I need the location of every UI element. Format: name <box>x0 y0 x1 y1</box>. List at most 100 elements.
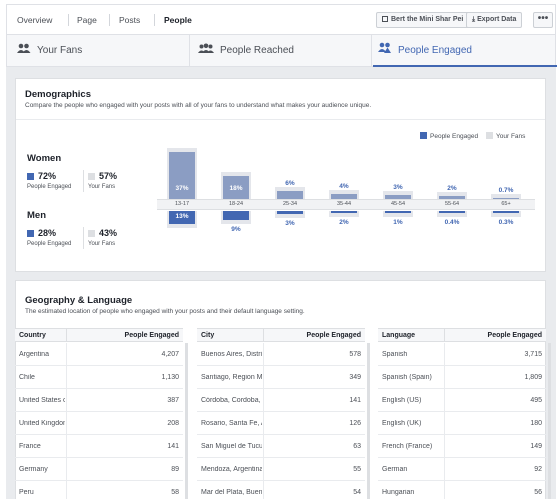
subtab-label: Your Fans <box>37 45 83 57</box>
column-header[interactable]: City <box>201 332 215 339</box>
women-engaged-value: 37% <box>175 185 189 192</box>
row-value: 349 <box>349 374 361 381</box>
row-label: Hungarian <box>382 489 415 496</box>
geo-table-city: City People Engaged Buenos Aires, Distrito… <box>197 328 370 499</box>
page-icon <box>382 16 388 22</box>
legend-label: Your Fans <box>496 133 526 140</box>
age-axis-band <box>157 199 535 210</box>
women-engaged-value: 2% <box>447 185 457 193</box>
tab-divider <box>154 14 155 26</box>
women-engaged-bar <box>169 152 195 199</box>
table-row: Germany 89 <box>15 458 183 481</box>
women-title: Women <box>27 153 62 164</box>
column-divider <box>444 481 445 499</box>
age-category-label: 18-24 <box>228 201 244 207</box>
tab-posts[interactable]: Posts <box>119 15 141 25</box>
women-engaged-value: 4% <box>339 182 349 190</box>
table-scrollbar[interactable] <box>185 343 188 499</box>
divider <box>16 119 545 120</box>
people-icon <box>17 35 31 66</box>
men-engaged-bar <box>385 211 411 213</box>
row-label: German <box>382 466 408 473</box>
table-row: Spanish (Spain) 1,809 <box>378 366 546 389</box>
women-engaged-bar <box>331 193 357 199</box>
women-fans-pct: 57% <box>88 171 117 181</box>
swatch <box>27 173 34 180</box>
column-divider <box>66 366 67 388</box>
column-divider <box>263 435 264 457</box>
subtab-people-reached[interactable]: People Reached <box>198 35 294 66</box>
table-scrollbar[interactable] <box>367 343 370 499</box>
page-selector-label: Bert the Mini Shar Pei <box>391 16 464 23</box>
tab-page[interactable]: Page <box>77 15 97 25</box>
table-row: San Miguel de Tucumán, ... 63 <box>197 435 365 458</box>
men-engaged-value: 1% <box>393 218 403 226</box>
demographics-subtitle: Compare the people who engaged with your… <box>25 102 372 109</box>
column-header[interactable]: People Engaged <box>306 332 361 339</box>
column-divider <box>444 389 445 411</box>
subtab-people-engaged[interactable]: People Engaged <box>378 35 472 66</box>
women-engaged-bar <box>385 195 411 199</box>
column-divider <box>66 481 67 499</box>
row-value: 578 <box>349 351 361 358</box>
table-row: Chile 1,130 <box>15 366 183 389</box>
people-group-icon <box>198 35 214 66</box>
column-header[interactable]: People Engaged <box>487 332 542 339</box>
table-row: English (US) 495 <box>378 389 546 412</box>
table-row: United Kingdom 208 <box>15 412 183 435</box>
column-header[interactable]: Language <box>382 332 416 339</box>
women-engaged-label: People Engaged <box>27 184 72 190</box>
tab-people[interactable]: People <box>164 15 192 25</box>
men-engaged-value: 0.4% <box>444 218 460 226</box>
value: 28% <box>38 228 57 238</box>
more-options-button[interactable]: ••• <box>533 12 553 28</box>
table-header: Country People Engaged <box>15 328 183 342</box>
table-row: France 141 <box>15 435 183 458</box>
row-value: 63 <box>353 443 361 450</box>
row-label: English (US) <box>382 397 422 404</box>
tab-overview[interactable]: Overview <box>17 15 53 25</box>
table-row: German 92 <box>378 458 546 481</box>
men-engaged-value: 9% <box>231 226 241 233</box>
age-category-label: 25-34 <box>282 201 298 207</box>
page-selector-button[interactable]: Bert the Mini Shar Pei <box>376 12 470 28</box>
column-divider <box>444 412 445 434</box>
divider <box>83 227 84 249</box>
row-value: 4,207 <box>161 351 179 358</box>
tab-divider <box>109 14 110 26</box>
table-scrollbar[interactable] <box>548 343 551 499</box>
column-divider <box>444 329 445 341</box>
row-value: 56 <box>534 489 542 496</box>
row-value: 495 <box>530 397 542 404</box>
women-engaged-bar <box>223 176 249 199</box>
men-fans-label: Your Fans <box>88 241 116 247</box>
column-divider <box>444 458 445 480</box>
row-value: 149 <box>530 443 542 450</box>
table-row: Peru 58 <box>15 481 183 499</box>
subtab-label: People Engaged <box>398 45 472 57</box>
men-engaged-value: 3% <box>285 220 295 227</box>
people-engaged-icon <box>378 35 392 66</box>
column-divider <box>263 366 264 388</box>
men-engaged-bar <box>223 211 249 220</box>
subtab-your-fans[interactable]: Your Fans <box>17 35 82 66</box>
row-label: United States of America <box>19 397 65 404</box>
row-value: 55 <box>353 466 361 473</box>
divider <box>83 170 84 192</box>
column-header[interactable]: Country <box>19 332 46 339</box>
column-header[interactable]: People Engaged <box>124 332 179 339</box>
tab-divider <box>68 14 69 26</box>
row-label: Santiago, Region Metropo... <box>201 374 262 381</box>
geography-card: Geography & Language The estimated locat… <box>15 280 546 499</box>
women-engaged-value: 6% <box>285 180 295 188</box>
export-data-button[interactable]: ⤓ Export Data <box>466 12 523 28</box>
row-label: Buenos Aires, Distrito Fed... <box>201 351 262 358</box>
table-row: Mar del Plata, Buenos Aires 54 <box>197 481 365 499</box>
download-icon: ⤓ <box>472 16 476 23</box>
column-divider <box>66 412 67 434</box>
men-fans-bar <box>437 211 467 217</box>
legend-swatch <box>420 132 427 139</box>
row-value: 180 <box>530 420 542 427</box>
swatch <box>27 230 34 237</box>
row-label: Peru <box>19 489 34 496</box>
